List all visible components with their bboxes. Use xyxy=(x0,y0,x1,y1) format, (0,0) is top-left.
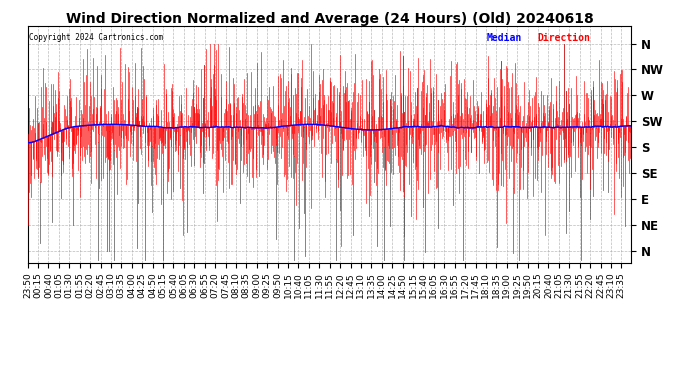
Text: Median: Median xyxy=(486,33,522,44)
Text: Direction: Direction xyxy=(538,33,591,44)
Title: Wind Direction Normalized and Average (24 Hours) (Old) 20240618: Wind Direction Normalized and Average (2… xyxy=(66,12,593,26)
Text: Copyright 2024 Cartronics.com: Copyright 2024 Cartronics.com xyxy=(29,33,163,42)
